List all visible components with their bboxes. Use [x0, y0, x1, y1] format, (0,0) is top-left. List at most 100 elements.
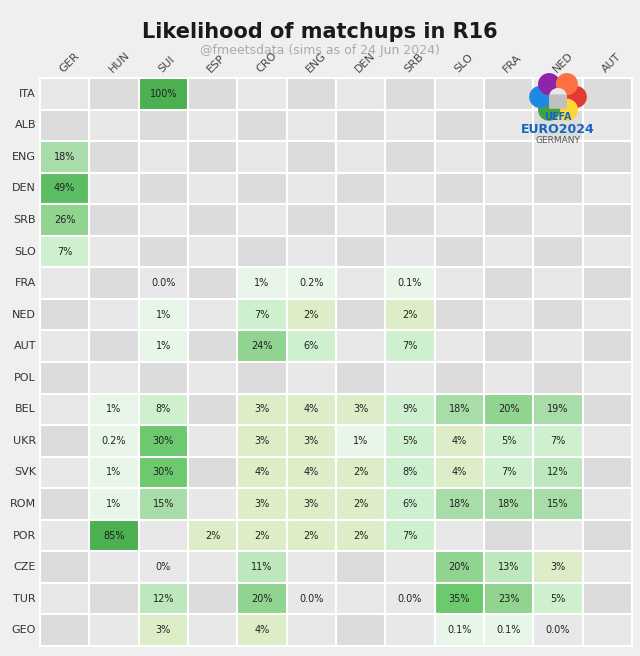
Bar	[90, 458, 138, 487]
Bar	[534, 237, 582, 266]
Bar	[485, 79, 532, 108]
Bar	[485, 521, 532, 550]
Bar	[41, 174, 88, 203]
Bar	[387, 426, 434, 456]
Bar	[584, 79, 631, 108]
Bar	[387, 521, 434, 550]
Text: 2%: 2%	[205, 531, 220, 541]
Bar	[584, 584, 631, 613]
Bar	[238, 615, 285, 645]
Text: 35%: 35%	[449, 594, 470, 604]
Text: ESP: ESP	[205, 52, 227, 74]
Bar	[436, 584, 483, 613]
Bar	[287, 521, 335, 550]
Bar	[436, 174, 483, 203]
Bar	[436, 205, 483, 235]
Bar	[337, 615, 385, 645]
Text: 3%: 3%	[304, 499, 319, 509]
Bar	[41, 363, 88, 392]
Text: UEFA: UEFA	[544, 112, 572, 122]
Bar	[90, 584, 138, 613]
Bar	[287, 458, 335, 487]
Bar	[189, 426, 236, 456]
Bar	[238, 584, 285, 613]
Bar	[485, 111, 532, 140]
Bar	[534, 458, 582, 487]
Bar	[387, 142, 434, 172]
Bar	[41, 331, 88, 361]
Bar	[534, 584, 582, 613]
Bar	[485, 615, 532, 645]
Bar	[387, 300, 434, 329]
Bar	[140, 552, 187, 582]
Bar	[485, 300, 532, 329]
Bar	[287, 331, 335, 361]
Bar	[287, 237, 335, 266]
Bar	[90, 394, 138, 424]
Bar	[337, 300, 385, 329]
Text: ENG: ENG	[304, 50, 328, 74]
Bar	[189, 331, 236, 361]
Bar	[189, 79, 236, 108]
FancyBboxPatch shape	[549, 94, 567, 109]
Text: 7%: 7%	[254, 310, 269, 319]
Bar	[534, 111, 582, 140]
Text: 9%: 9%	[403, 404, 418, 415]
Bar	[90, 331, 138, 361]
Bar	[436, 268, 483, 298]
Text: 7%: 7%	[501, 468, 516, 478]
Text: ITA: ITA	[19, 89, 36, 99]
Text: 5%: 5%	[550, 594, 566, 604]
Bar	[337, 552, 385, 582]
Text: SUI: SUI	[156, 54, 177, 74]
Bar	[534, 205, 582, 235]
Text: 20%: 20%	[449, 562, 470, 572]
Bar	[485, 142, 532, 172]
Bar	[387, 174, 434, 203]
Bar	[238, 111, 285, 140]
Bar	[387, 363, 434, 392]
Bar	[189, 489, 236, 519]
Bar	[387, 489, 434, 519]
Bar	[287, 394, 335, 424]
Bar	[41, 394, 88, 424]
Text: FRA: FRA	[502, 52, 524, 74]
Bar	[90, 205, 138, 235]
Bar	[41, 426, 88, 456]
Bar	[41, 300, 88, 329]
Bar	[436, 111, 483, 140]
Bar	[90, 552, 138, 582]
Bar	[140, 111, 187, 140]
Bar	[485, 174, 532, 203]
Text: EURO2024: EURO2024	[521, 123, 595, 136]
Bar	[485, 205, 532, 235]
Text: 7%: 7%	[403, 341, 418, 351]
Text: 1%: 1%	[106, 499, 122, 509]
Bar	[238, 268, 285, 298]
Bar	[337, 521, 385, 550]
Bar	[238, 237, 285, 266]
Text: 20%: 20%	[498, 404, 520, 415]
Bar	[41, 521, 88, 550]
Text: 30%: 30%	[153, 436, 174, 446]
Bar	[584, 237, 631, 266]
Bar	[485, 363, 532, 392]
Bar	[534, 363, 582, 392]
Bar	[436, 552, 483, 582]
Circle shape	[550, 89, 566, 105]
Bar	[387, 79, 434, 108]
Bar	[534, 489, 582, 519]
Bar	[337, 142, 385, 172]
Bar	[436, 489, 483, 519]
Bar	[436, 521, 483, 550]
Bar	[238, 394, 285, 424]
Text: AUT: AUT	[600, 51, 623, 74]
Text: 0.0%: 0.0%	[151, 278, 175, 288]
Text: SLO: SLO	[452, 52, 475, 74]
Bar	[584, 489, 631, 519]
Bar	[534, 174, 582, 203]
Bar	[238, 552, 285, 582]
Bar	[387, 237, 434, 266]
Bar	[287, 142, 335, 172]
Bar	[584, 394, 631, 424]
